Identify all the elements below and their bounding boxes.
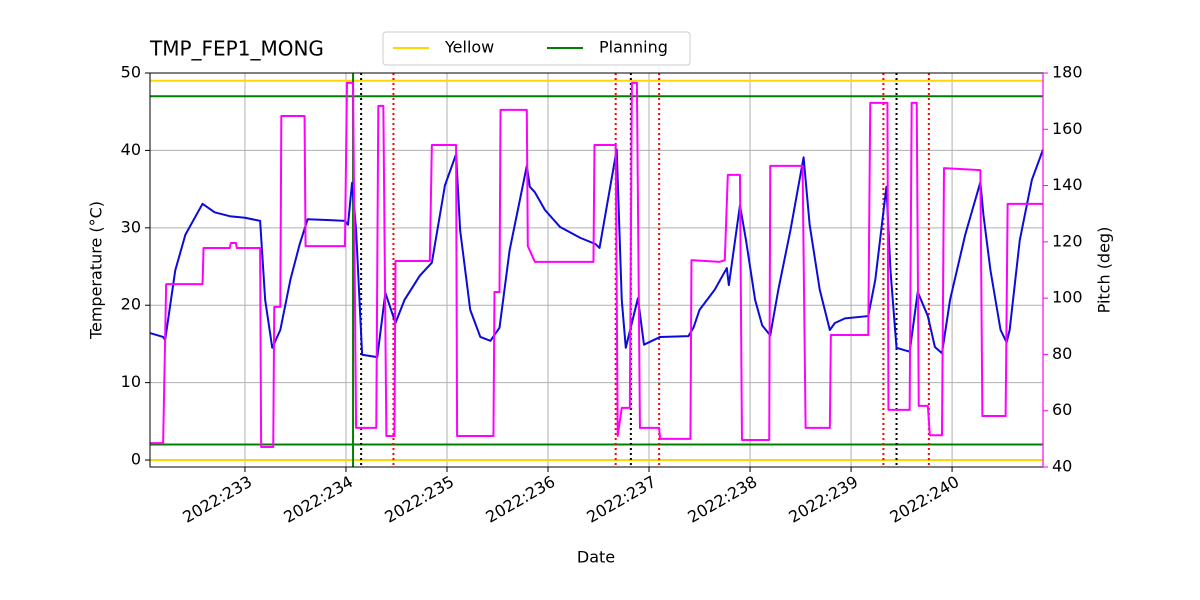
y2-axis-label: Pitch (deg): [1095, 227, 1114, 314]
y2-tick-label: 160: [1052, 119, 1083, 138]
x-tick-label: 2022:238: [684, 472, 760, 527]
y2-tick-label: 100: [1052, 288, 1083, 307]
y-tick-label: 20: [121, 295, 141, 314]
x-tick-label: 2022:236: [482, 472, 558, 527]
y2-tick-label: 120: [1052, 231, 1083, 250]
series-line: [150, 81, 1043, 449]
y-axis-label: Temperature (°C): [87, 201, 106, 340]
legend-label: Planning: [599, 38, 668, 57]
chart-title: TMP_FEP1_MONG: [149, 37, 324, 61]
x-tick-label: 2022:239: [785, 472, 861, 527]
series-line: [149, 148, 1044, 359]
x-tick-label: 2022:234: [280, 472, 356, 527]
y2-tick-label: 80: [1052, 344, 1072, 363]
x-tick-label: 2022:237: [583, 472, 659, 527]
legend-box: [382, 31, 691, 66]
y2-tick-label: 180: [1052, 63, 1083, 82]
y2-tick-label: 40: [1052, 457, 1072, 476]
x-axis-label: Date: [577, 548, 615, 567]
y-tick-label: 30: [121, 217, 141, 236]
y-tick-label: 40: [121, 140, 141, 159]
x-tick-label: 2022:235: [381, 472, 457, 527]
y-tick-label: 0: [131, 450, 141, 469]
legend-label: Yellow: [444, 38, 494, 57]
legend: Yellow Planning: [382, 31, 691, 66]
x-tick-label: 2022:233: [179, 472, 255, 527]
y-tick-label: 50: [121, 63, 141, 82]
y-tick-label: 10: [121, 372, 141, 391]
y2-tick-label: 140: [1052, 175, 1083, 194]
y2-tick-label: 60: [1052, 400, 1072, 419]
x-tick-label: 2022:240: [886, 472, 962, 527]
